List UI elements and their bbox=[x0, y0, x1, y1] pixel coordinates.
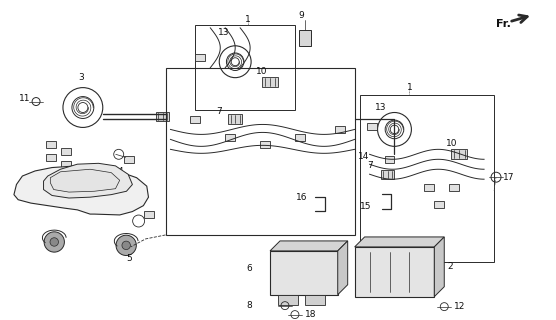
Text: 1: 1 bbox=[245, 15, 251, 24]
Text: 2: 2 bbox=[447, 262, 453, 271]
Bar bbox=[295, 134, 305, 141]
Text: Fr.: Fr. bbox=[496, 19, 511, 29]
Polygon shape bbox=[270, 241, 348, 251]
Bar bbox=[156, 112, 170, 121]
Bar bbox=[366, 123, 376, 130]
Text: 10: 10 bbox=[446, 139, 458, 148]
Bar bbox=[299, 30, 311, 46]
Bar bbox=[424, 184, 434, 191]
Circle shape bbox=[122, 241, 131, 250]
Text: 6: 6 bbox=[246, 264, 252, 273]
Bar bbox=[449, 184, 459, 191]
Bar bbox=[278, 295, 298, 305]
Bar bbox=[451, 149, 467, 159]
Text: 5: 5 bbox=[126, 254, 132, 263]
Bar bbox=[46, 141, 56, 148]
Text: 7: 7 bbox=[216, 107, 222, 116]
Polygon shape bbox=[43, 163, 132, 198]
Circle shape bbox=[44, 232, 64, 252]
Bar bbox=[123, 156, 133, 163]
Text: 7: 7 bbox=[368, 161, 373, 170]
Bar bbox=[360, 95, 494, 262]
Text: 15: 15 bbox=[360, 202, 371, 211]
Polygon shape bbox=[50, 169, 120, 192]
Text: 12: 12 bbox=[454, 302, 465, 311]
Text: 17: 17 bbox=[503, 173, 514, 182]
Text: 9: 9 bbox=[298, 12, 304, 20]
Polygon shape bbox=[434, 237, 444, 297]
Polygon shape bbox=[337, 241, 348, 295]
Text: 3: 3 bbox=[78, 73, 84, 82]
Text: 11: 11 bbox=[19, 94, 31, 103]
Bar bbox=[166, 68, 355, 235]
Text: 4: 4 bbox=[118, 167, 123, 176]
Text: 18: 18 bbox=[305, 310, 316, 319]
Bar bbox=[335, 126, 345, 133]
Bar bbox=[195, 54, 205, 61]
Text: 1: 1 bbox=[406, 83, 413, 92]
Bar bbox=[143, 211, 153, 218]
Text: 13: 13 bbox=[375, 103, 386, 112]
Polygon shape bbox=[355, 237, 444, 247]
Bar bbox=[262, 77, 278, 87]
Polygon shape bbox=[14, 166, 148, 215]
Bar bbox=[260, 141, 270, 148]
Bar bbox=[195, 25, 295, 109]
Bar bbox=[46, 154, 56, 161]
Text: 8: 8 bbox=[246, 301, 252, 310]
Text: 14: 14 bbox=[358, 152, 369, 161]
Bar bbox=[355, 247, 434, 297]
Circle shape bbox=[116, 235, 136, 255]
Text: 13: 13 bbox=[219, 28, 230, 37]
Bar bbox=[305, 295, 325, 305]
Bar bbox=[385, 156, 394, 163]
Bar bbox=[381, 170, 394, 179]
Bar bbox=[270, 251, 337, 295]
Bar bbox=[225, 134, 235, 141]
Bar bbox=[190, 116, 200, 123]
Bar bbox=[61, 161, 71, 168]
Circle shape bbox=[50, 238, 58, 246]
Text: 16: 16 bbox=[296, 193, 307, 202]
Text: 10: 10 bbox=[256, 67, 267, 76]
Bar bbox=[61, 148, 71, 155]
Bar bbox=[228, 115, 242, 124]
Bar bbox=[434, 201, 444, 208]
